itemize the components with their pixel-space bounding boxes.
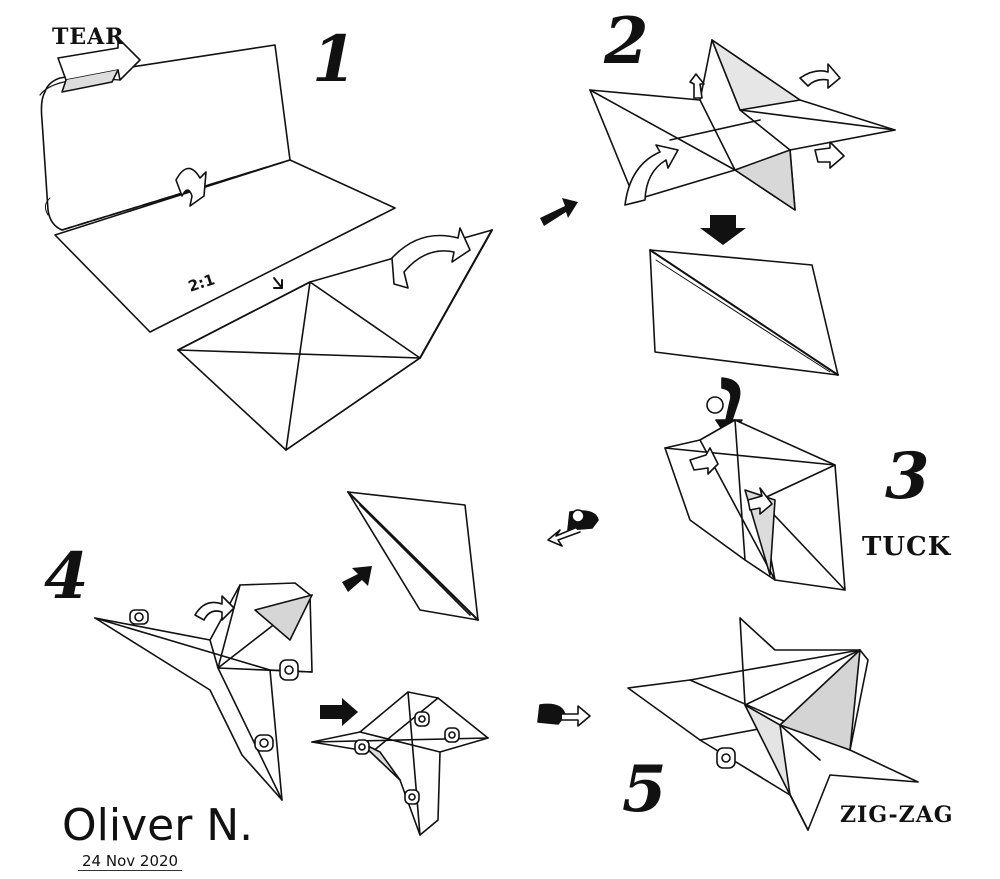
step2-curve-arrow-icon bbox=[624, 144, 679, 206]
step3-inner-arrow-icon bbox=[747, 487, 773, 515]
step2-folded-form bbox=[589, 39, 896, 211]
step2-right-arrow-icon bbox=[799, 63, 841, 89]
mid-to-step5-arrow-icon bbox=[537, 703, 591, 727]
step4-tab-icon-3 bbox=[254, 734, 274, 752]
step1-paper-sheet bbox=[39, 44, 396, 333]
step4-mid-form bbox=[311, 691, 489, 836]
step-number-1: 1 bbox=[312, 22, 357, 97]
step3-tuck-arrow-icon bbox=[689, 447, 719, 475]
author-signature: Oliver N. bbox=[62, 800, 254, 851]
step5-tab-icon bbox=[716, 747, 736, 769]
step4-kite-form bbox=[347, 491, 479, 621]
step5-plane bbox=[627, 617, 919, 831]
mid-tab-icon-4 bbox=[404, 789, 420, 805]
zigzag-caption: ZIG-ZAG bbox=[840, 802, 954, 828]
step4-tab-icon-2 bbox=[279, 659, 299, 681]
mid-tab-icon-1 bbox=[354, 739, 370, 755]
step2-diagonal-square bbox=[649, 249, 839, 376]
step4-diagonal-arrow-icon bbox=[342, 566, 372, 592]
step-number-4: 4 bbox=[44, 539, 89, 614]
step2-top-arrow-icon bbox=[689, 73, 705, 99]
step1-to-2-arrow-icon bbox=[540, 198, 578, 226]
step4-tab-icon-1 bbox=[129, 609, 149, 625]
step2-down-arrow-icon bbox=[700, 215, 746, 245]
step2-side-arrow-icon bbox=[814, 141, 845, 169]
signature-date: 24 Nov 2020 bbox=[78, 852, 183, 871]
tear-arrow-icon bbox=[57, 37, 141, 93]
rotate-arrow-icon bbox=[391, 227, 471, 289]
step-number-3: 3 bbox=[885, 439, 930, 514]
tuck-caption: TUCK bbox=[862, 532, 952, 562]
tear-label: TEAR bbox=[52, 24, 125, 50]
step1-diamond-fold bbox=[177, 229, 493, 451]
step3-to-next-arrow-icon bbox=[547, 509, 599, 547]
step-number-2: 2 bbox=[604, 4, 649, 79]
mid-tab-icon-2 bbox=[414, 711, 430, 727]
small-down-arrow-icon bbox=[273, 277, 283, 289]
fold-over-arrow-icon bbox=[175, 167, 207, 207]
step-number-5: 5 bbox=[622, 752, 667, 827]
mid-tab-icon-3 bbox=[444, 727, 460, 743]
step4-to-mid-arrow-icon bbox=[320, 698, 358, 726]
step4-flip-arrow-icon bbox=[194, 595, 235, 621]
